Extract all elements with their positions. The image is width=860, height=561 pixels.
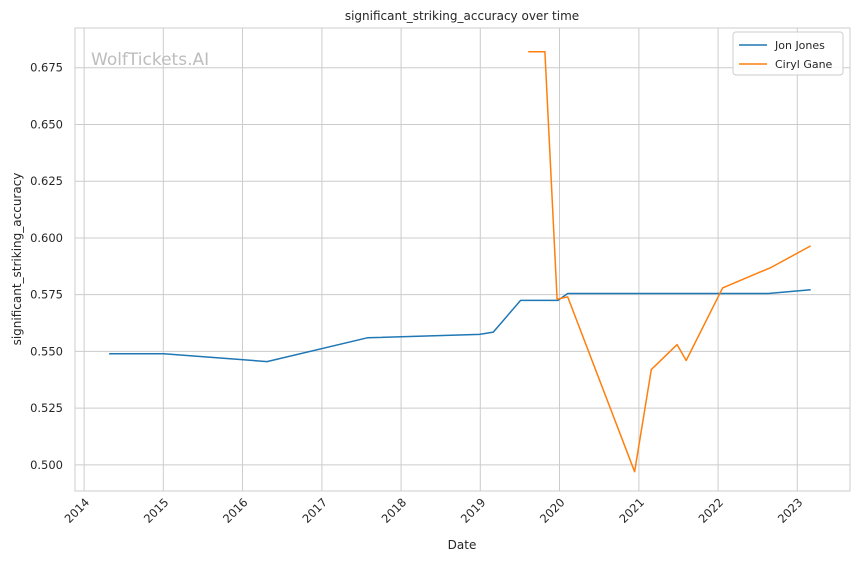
x-axis-title: Date — [448, 538, 477, 552]
y-tick-label: 0.525 — [30, 401, 63, 415]
y-tick-label: 0.650 — [30, 117, 63, 131]
legend-label: Ciryl Gane — [775, 58, 833, 71]
plot-frame — [74, 27, 851, 492]
chart-title: significant_striking_accuracy over time — [345, 9, 579, 23]
series-line-jon-jones — [109, 288, 811, 363]
y-axis-title: significant_striking_accuracy — [10, 173, 24, 346]
y-tick-label: 0.675 — [30, 61, 63, 75]
y-axis-ticks: 0.500 0.525 0.550 0.575 0.600 0.625 0.650 0.675 — [30, 61, 63, 472]
y-tick-label: 0.500 — [30, 458, 63, 472]
y-tick-label: 0.550 — [30, 344, 63, 358]
series-lines — [109, 51, 812, 473]
grid-lines — [75, 28, 850, 491]
watermark: WolfTickets.AI — [91, 50, 209, 70]
series-line-ciryl-gane — [528, 51, 812, 473]
legend: Jon Jones Ciryl Gane — [732, 31, 844, 76]
y-tick-label: 0.600 — [30, 231, 63, 245]
legend-label: Jon Jones — [774, 39, 825, 52]
y-tick-label: 0.575 — [30, 288, 63, 302]
y-tick-label: 0.625 — [30, 174, 63, 188]
